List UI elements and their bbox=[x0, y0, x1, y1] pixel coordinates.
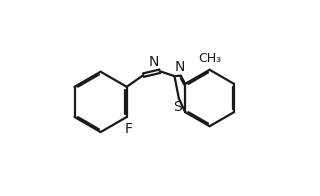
Text: N: N bbox=[175, 60, 185, 74]
Text: CH₃: CH₃ bbox=[198, 52, 221, 65]
Text: N: N bbox=[148, 55, 159, 69]
Text: S: S bbox=[173, 100, 182, 114]
Text: F: F bbox=[125, 122, 133, 136]
